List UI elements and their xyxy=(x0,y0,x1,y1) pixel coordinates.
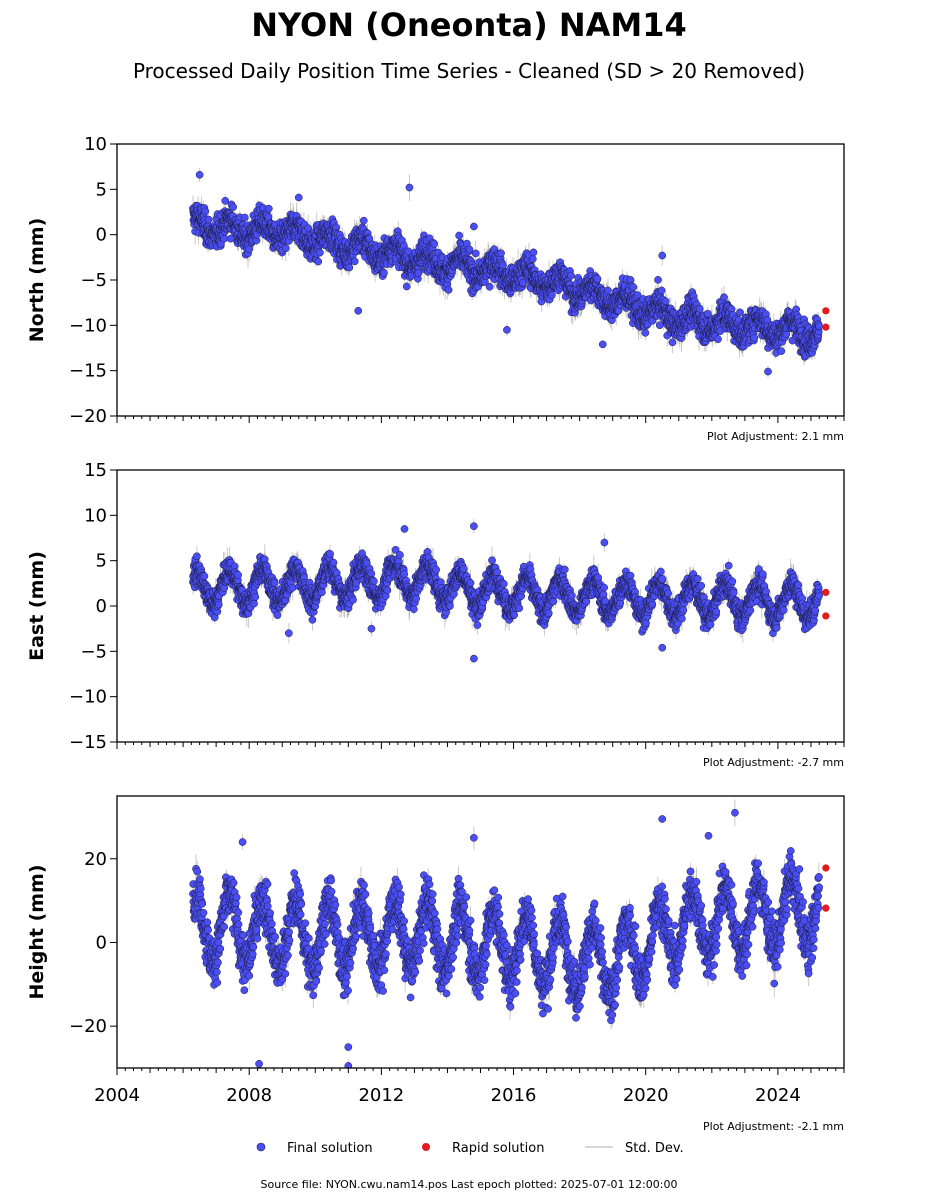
final-point xyxy=(455,231,463,240)
final-point xyxy=(314,257,323,266)
final-point xyxy=(604,286,612,295)
y-tick-label: 5 xyxy=(96,179,107,200)
chart-subtitle: Processed Daily Position Time Series - C… xyxy=(133,59,805,83)
final-point xyxy=(703,309,712,318)
final-point xyxy=(598,340,607,349)
y-tick-label: 10 xyxy=(84,134,107,155)
final-point xyxy=(529,248,538,257)
final-point xyxy=(567,271,575,280)
final-point xyxy=(499,261,507,270)
final-point xyxy=(736,308,744,317)
final-point xyxy=(465,245,474,254)
final-point xyxy=(764,367,772,376)
final-point xyxy=(345,263,354,272)
y-tick-label: −20 xyxy=(69,406,107,427)
final-point xyxy=(221,196,230,205)
final-point xyxy=(354,306,363,315)
final-point xyxy=(195,170,204,179)
final-point xyxy=(201,207,210,216)
final-point xyxy=(528,255,537,263)
final-point xyxy=(264,204,273,213)
final-point xyxy=(497,249,505,258)
final-point xyxy=(350,257,359,266)
final-point xyxy=(654,276,662,284)
final-point xyxy=(470,222,478,231)
final-point xyxy=(204,215,213,224)
y-axis-label-north: North (mm) xyxy=(26,218,48,343)
final-point xyxy=(229,203,238,211)
final-points-north xyxy=(189,170,823,376)
final-point xyxy=(695,304,704,313)
final-point xyxy=(359,216,368,225)
final-point xyxy=(240,213,249,222)
final-point xyxy=(405,183,414,192)
panels: 10 5 0 −5 −10 −15 −20 North (mm) Plot Adjustment… xyxy=(26,134,845,1133)
final-point xyxy=(657,286,666,295)
final-point xyxy=(485,282,494,291)
rapid-point xyxy=(822,323,830,331)
final-point xyxy=(661,297,670,306)
y-tick-label: 0 xyxy=(96,225,107,246)
final-point xyxy=(245,245,254,254)
final-point xyxy=(548,291,556,299)
final-point xyxy=(641,328,650,337)
plot-adjustment-north: Plot Adjustment: 2.1 mm xyxy=(707,430,844,443)
final-point xyxy=(414,269,423,277)
final-point xyxy=(593,274,602,283)
final-point xyxy=(750,333,759,342)
final-point xyxy=(402,282,411,291)
final-point xyxy=(815,322,823,330)
final-point xyxy=(658,251,667,260)
final-point xyxy=(316,248,324,257)
final-point xyxy=(281,244,290,253)
panel-north: 10 5 0 −5 −10 −15 −20 North (mm) Plot Adjustment… xyxy=(26,134,845,443)
y-tick-label: −10 xyxy=(69,315,107,336)
final-point xyxy=(471,249,480,258)
final-point xyxy=(777,347,786,355)
final-point xyxy=(226,234,235,243)
final-point xyxy=(720,293,728,302)
final-point xyxy=(444,286,453,294)
final-point xyxy=(655,321,664,330)
final-point xyxy=(633,291,642,299)
rapid-point xyxy=(822,307,830,315)
final-point xyxy=(668,338,677,347)
final-point xyxy=(503,326,511,334)
final-point xyxy=(714,335,722,344)
final-point xyxy=(380,269,388,277)
final-point xyxy=(629,283,638,291)
final-point xyxy=(294,193,303,202)
y-tick-label: −15 xyxy=(69,361,107,382)
chart-title: NYON (Oneonta) NAM14 xyxy=(251,6,687,44)
final-point xyxy=(264,213,273,221)
final-point xyxy=(430,239,439,248)
final-point xyxy=(220,234,228,243)
y-tick-label: −5 xyxy=(80,270,107,291)
